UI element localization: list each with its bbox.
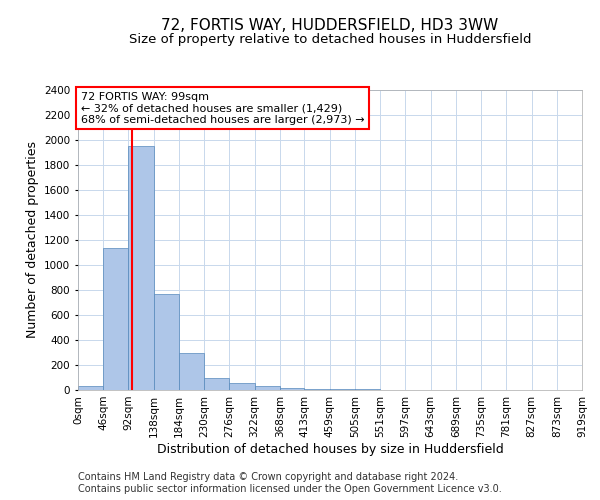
Text: 72 FORTIS WAY: 99sqm
← 32% of detached houses are smaller (1,429)
68% of semi-de: 72 FORTIS WAY: 99sqm ← 32% of detached h… <box>80 92 364 124</box>
Bar <box>78 386 103 390</box>
Text: 72, FORTIS WAY, HUDDERSFIELD, HD3 3WW: 72, FORTIS WAY, HUDDERSFIELD, HD3 3WW <box>161 18 499 32</box>
Text: Size of property relative to detached houses in Huddersfield: Size of property relative to detached ho… <box>129 32 531 46</box>
Bar <box>179 352 204 390</box>
Bar <box>280 388 304 390</box>
Bar <box>154 294 179 390</box>
Bar <box>304 389 330 390</box>
X-axis label: Distribution of detached houses by size in Huddersfield: Distribution of detached houses by size … <box>157 442 503 456</box>
Bar <box>254 386 280 390</box>
Bar <box>229 383 254 390</box>
Bar <box>128 146 154 390</box>
Bar <box>103 248 128 390</box>
Text: Contains public sector information licensed under the Open Government Licence v3: Contains public sector information licen… <box>78 484 502 494</box>
Bar <box>204 378 229 390</box>
Y-axis label: Number of detached properties: Number of detached properties <box>26 142 38 338</box>
Text: Contains HM Land Registry data © Crown copyright and database right 2024.: Contains HM Land Registry data © Crown c… <box>78 472 458 482</box>
